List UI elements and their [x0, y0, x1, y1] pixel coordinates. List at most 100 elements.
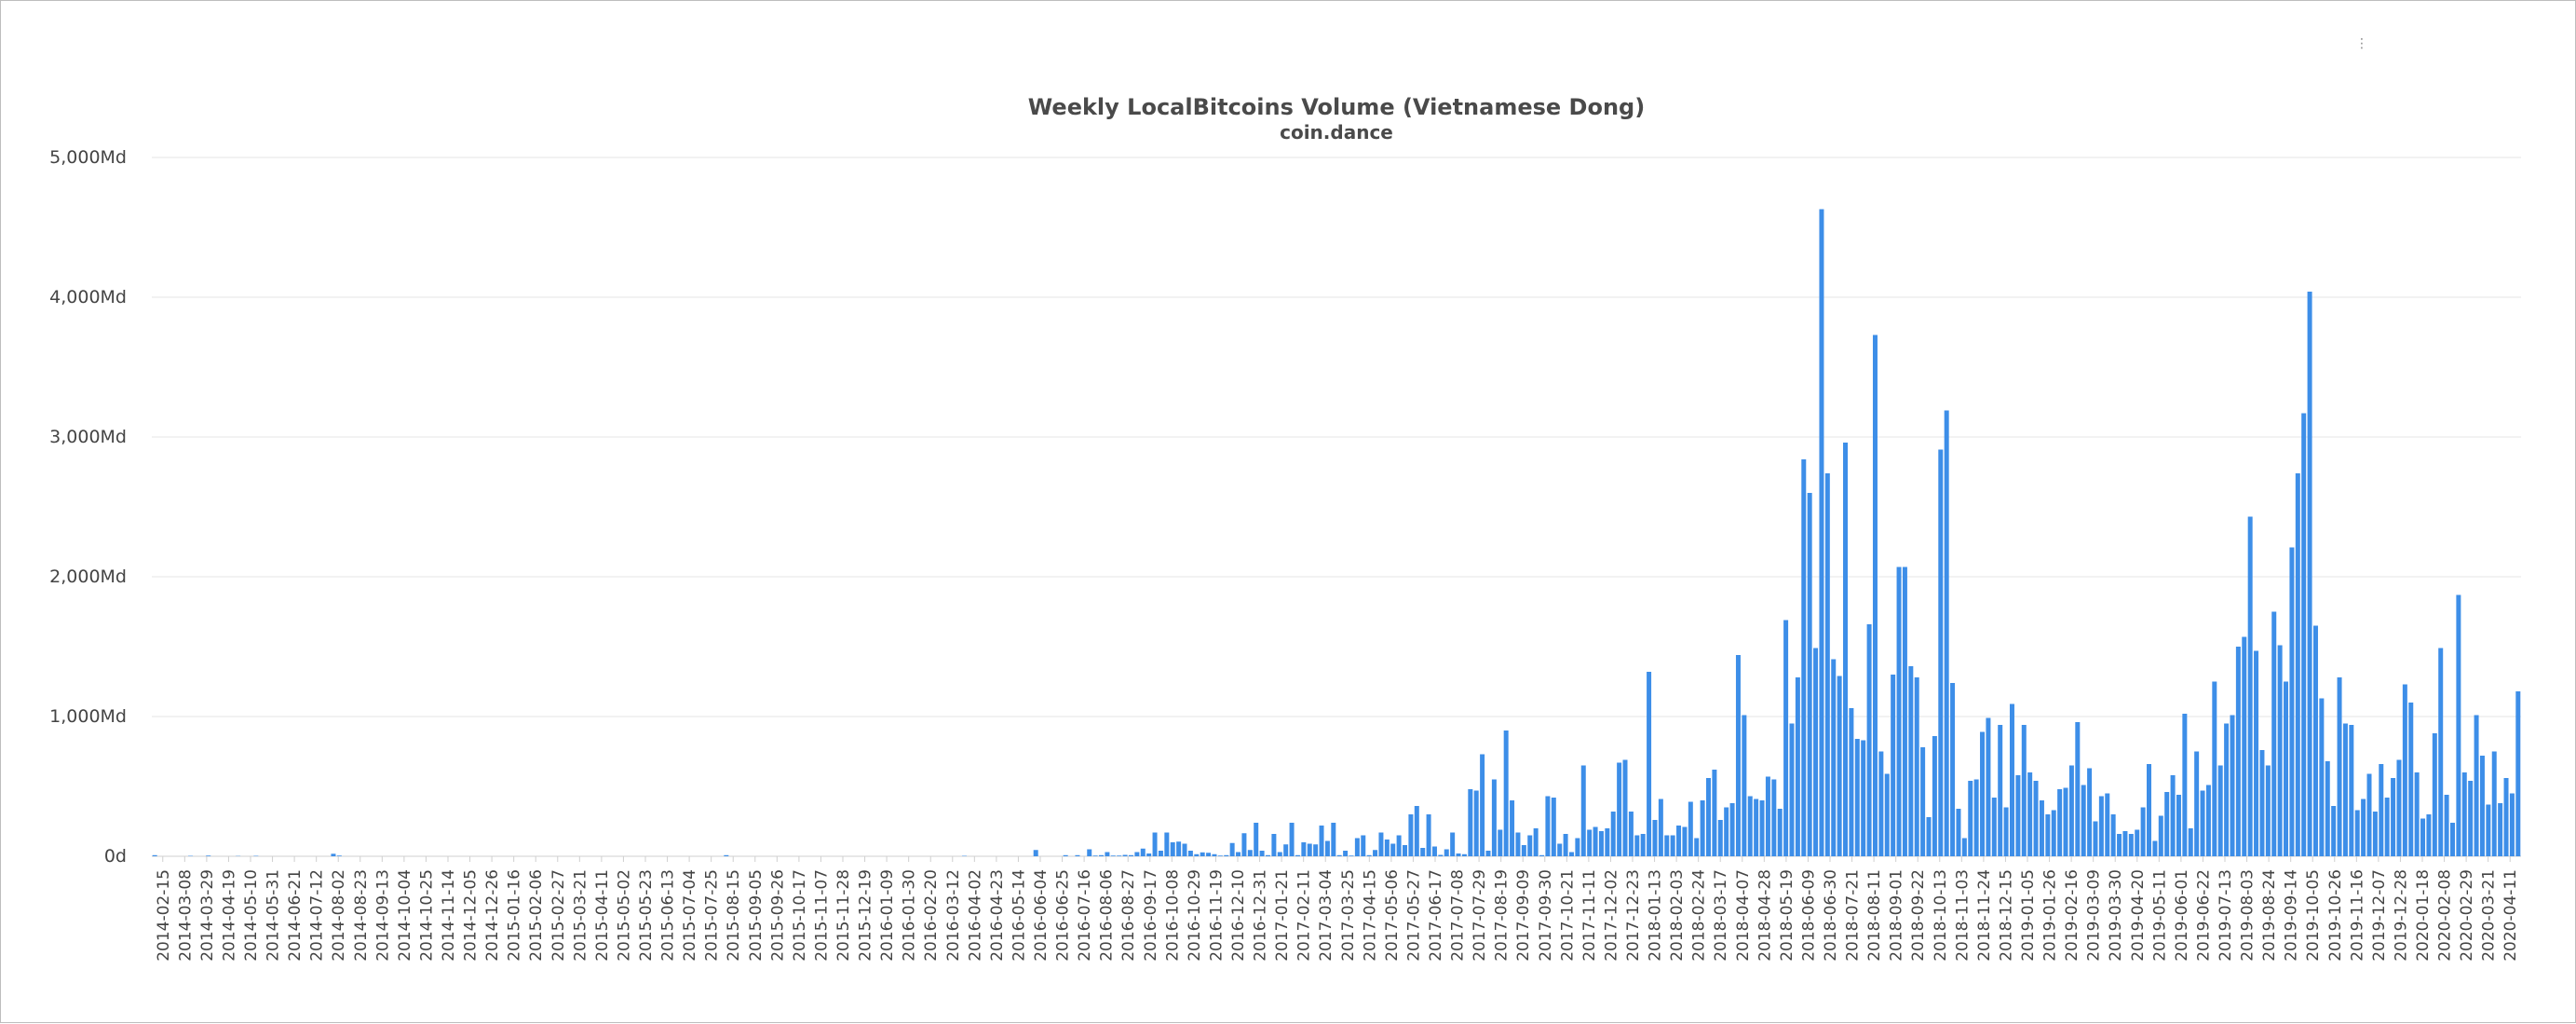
bar[interactable] — [1718, 820, 1723, 856]
bar[interactable] — [2111, 814, 2116, 856]
bar[interactable] — [2201, 791, 2205, 857]
bar[interactable] — [1283, 844, 1288, 856]
bar[interactable] — [2027, 772, 2032, 856]
bar[interactable] — [1611, 812, 1616, 856]
bar[interactable] — [2271, 612, 2276, 857]
bar[interactable] — [2498, 803, 2502, 856]
bar[interactable] — [1950, 683, 1955, 856]
bar[interactable] — [1671, 836, 1675, 857]
bar[interactable] — [2189, 828, 2193, 856]
bar[interactable] — [1194, 854, 1199, 856]
bar[interactable] — [1153, 833, 1158, 857]
bar[interactable] — [2450, 823, 2455, 856]
bar[interactable] — [1682, 827, 1687, 857]
bar[interactable] — [1569, 853, 1574, 857]
bar[interactable] — [1796, 677, 1800, 856]
bar[interactable] — [2081, 785, 2086, 857]
bar[interactable] — [1117, 855, 1121, 856]
bar[interactable] — [1945, 411, 1949, 857]
bar[interactable] — [1891, 675, 1895, 856]
bar[interactable] — [1575, 839, 1579, 857]
bar[interactable] — [331, 853, 335, 856]
bar[interactable] — [1325, 841, 1330, 857]
bar[interactable] — [2338, 677, 2342, 856]
bar[interactable] — [1760, 800, 1765, 856]
bar[interactable] — [1308, 844, 1312, 857]
bar[interactable] — [1867, 624, 1872, 856]
bar[interactable] — [2069, 766, 2074, 857]
bar[interactable] — [1885, 774, 1890, 857]
bar[interactable] — [2034, 781, 2039, 856]
bar[interactable] — [1808, 493, 1812, 856]
bar[interactable] — [2355, 811, 2360, 857]
bar[interactable] — [1313, 844, 1318, 856]
bar[interactable] — [1629, 812, 1634, 856]
bar[interactable] — [2504, 778, 2509, 856]
bar[interactable] — [1224, 855, 1228, 856]
bar[interactable] — [1647, 672, 1651, 856]
bar[interactable] — [2492, 752, 2497, 857]
bar[interactable] — [2445, 795, 2449, 856]
bar[interactable] — [1301, 842, 1306, 856]
bar[interactable] — [1206, 853, 1211, 856]
bar[interactable] — [1141, 849, 1146, 856]
bar[interactable] — [1408, 814, 1413, 856]
bar[interactable] — [1378, 833, 1383, 857]
bar[interactable] — [2075, 722, 2080, 856]
bar[interactable] — [1873, 335, 1878, 857]
bar[interactable] — [1385, 840, 1390, 856]
bar[interactable] — [2224, 724, 2229, 857]
bar[interactable] — [1444, 850, 1449, 857]
bar[interactable] — [1361, 836, 1365, 857]
bar[interactable] — [1146, 853, 1151, 856]
bar[interactable] — [1992, 798, 1997, 856]
bar[interactable] — [1093, 855, 1098, 856]
bar[interactable] — [1349, 855, 1353, 856]
bar[interactable] — [1825, 473, 1830, 856]
bar[interactable] — [1974, 780, 1979, 857]
bar[interactable] — [2129, 834, 2134, 856]
bar[interactable] — [1813, 649, 1818, 857]
bar[interactable] — [2379, 764, 2383, 856]
bar[interactable] — [1486, 851, 1491, 856]
bar[interactable] — [2194, 752, 2199, 857]
bar[interactable] — [2456, 595, 2461, 857]
bar[interactable] — [2105, 794, 2109, 857]
bar[interactable] — [2325, 761, 2330, 856]
bar[interactable] — [2152, 841, 2157, 857]
bar[interactable] — [1552, 798, 1556, 856]
bar[interactable] — [1587, 830, 1592, 857]
bar[interactable] — [1200, 853, 1205, 856]
bar[interactable] — [1420, 848, 1425, 856]
bar[interactable] — [2087, 769, 2092, 857]
bar[interactable] — [2164, 792, 2169, 856]
bar[interactable] — [1498, 830, 1502, 857]
bar[interactable] — [2367, 774, 2372, 857]
bar[interactable] — [1962, 839, 1967, 857]
bar[interactable] — [2313, 626, 2318, 857]
bar[interactable] — [1932, 736, 1937, 856]
bar[interactable] — [1855, 739, 1860, 856]
bar[interactable] — [1164, 833, 1169, 857]
bar[interactable] — [153, 855, 157, 856]
bar[interactable] — [2099, 797, 2104, 857]
bar[interactable] — [1212, 854, 1216, 856]
bar[interactable] — [2420, 819, 2425, 857]
bar[interactable] — [2284, 682, 2288, 857]
bar[interactable] — [1593, 827, 1598, 857]
bar[interactable] — [1397, 836, 1402, 857]
bar[interactable] — [1688, 802, 1693, 857]
bar[interactable] — [1908, 666, 1913, 856]
bar[interactable] — [1748, 797, 1753, 857]
bar[interactable] — [2361, 799, 2366, 857]
bar[interactable] — [1474, 791, 1479, 857]
bar[interactable] — [1468, 789, 1472, 856]
bar[interactable] — [1819, 210, 1824, 857]
bar[interactable] — [1438, 855, 1443, 857]
bar[interactable] — [1617, 763, 1621, 857]
bar[interactable] — [2331, 806, 2336, 856]
bar[interactable] — [1789, 724, 1794, 857]
bar[interactable] — [1510, 800, 1514, 856]
bar[interactable] — [1676, 826, 1681, 856]
bar[interactable] — [1099, 855, 1104, 856]
